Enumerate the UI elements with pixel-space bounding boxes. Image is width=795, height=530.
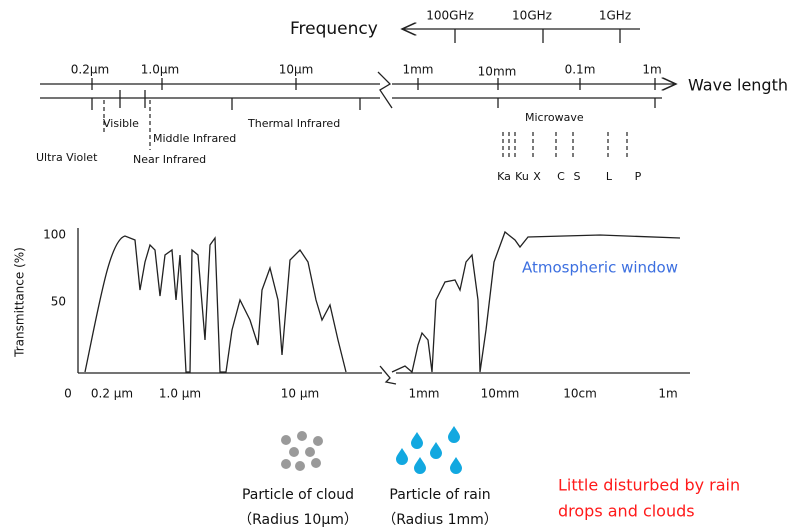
- annotation: Atmospheric window: [522, 259, 678, 277]
- band-label: Microwave: [525, 111, 584, 124]
- microwave-band: S: [574, 170, 581, 183]
- y-tick-label: 100: [43, 228, 66, 242]
- wavelength-ticks: [91, 78, 656, 110]
- microwave-band: P: [635, 170, 642, 183]
- frequency-tick: 1GHz: [599, 9, 631, 23]
- microwave-band: X: [533, 170, 541, 183]
- transmittance-curve: [84, 235, 347, 373]
- particle-size: （Radius 10μm）: [238, 512, 358, 528]
- particle-label: Particle of cloud: [242, 487, 354, 503]
- band-label: Middle Infrared: [153, 132, 236, 145]
- wavelength-tick: 1m: [642, 63, 661, 77]
- microwave-band: C: [557, 170, 565, 183]
- frequency-tick: 10GHz: [512, 9, 552, 23]
- y-tick-label: 50: [51, 295, 66, 309]
- x-tick-label: 1.0 µm: [159, 387, 201, 401]
- x-tick-label: 0.2 µm: [91, 387, 133, 401]
- wavelength-label: Wave length: [688, 76, 788, 95]
- x-tick-label: 10mm: [481, 387, 520, 401]
- x-tick-label: 10cm: [563, 387, 597, 401]
- note: Little disturbed by rain: [558, 476, 740, 495]
- wavelength-tick: 1.0μm: [141, 63, 179, 77]
- microwave-dividers: [502, 132, 628, 160]
- x-tick-label: 0: [64, 387, 72, 401]
- microwave-band: Ku: [515, 170, 529, 183]
- axis-break: [377, 71, 393, 109]
- wavelength-tick: 10μm: [279, 63, 314, 77]
- band-label: Near Infrared: [133, 153, 206, 166]
- wavelength-tick: 0.2μm: [71, 63, 109, 77]
- rain-drops: [396, 426, 462, 474]
- microwave-band: Ka: [497, 170, 511, 183]
- y-axis-label: Transmittance (%): [13, 247, 27, 358]
- axis-break: [379, 365, 397, 385]
- x-tick-label: 10 µm: [281, 387, 319, 401]
- frequency-tick: 100GHz: [426, 9, 474, 23]
- wavelength-tick: 0.1m: [565, 63, 596, 77]
- cloud-particles: [281, 431, 323, 471]
- band-label: Thermal Infrared: [247, 117, 340, 130]
- wavelength-tick: 1mm: [402, 63, 433, 77]
- x-tick-label: 1m: [658, 387, 677, 401]
- x-tick-label: 1mm: [408, 387, 439, 401]
- band-label: Visible: [103, 117, 139, 130]
- particle-size: （Radius 1mm）: [382, 512, 498, 528]
- transmittance-curve: [391, 230, 681, 374]
- wavelength-tick: 10mm: [478, 65, 517, 79]
- frequency-label: Frequency: [290, 19, 378, 39]
- particle-label: Particle of rain: [389, 487, 490, 503]
- note: drops and clouds: [558, 502, 695, 521]
- band-label: Ultra Violet: [36, 151, 98, 164]
- microwave-band: L: [606, 170, 613, 183]
